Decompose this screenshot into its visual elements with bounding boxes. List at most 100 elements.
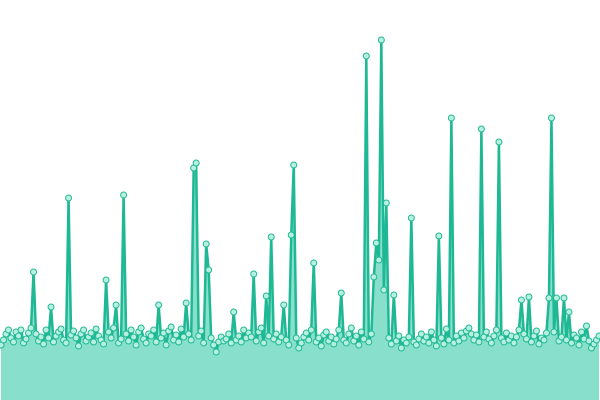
- point: [345, 330, 353, 338]
- point: [535, 340, 543, 348]
- point: [202, 240, 210, 248]
- point: [47, 303, 55, 311]
- point: [377, 36, 385, 44]
- point: [0, 336, 8, 344]
- point: [557, 333, 565, 341]
- point: [182, 299, 190, 307]
- point: [487, 339, 495, 347]
- point: [50, 338, 58, 346]
- point: [42, 326, 50, 334]
- point: [355, 341, 363, 349]
- point: [397, 344, 405, 352]
- point: [382, 199, 390, 207]
- point: [475, 338, 483, 346]
- point: [385, 334, 393, 342]
- line: [0, 38, 600, 354]
- point: [542, 329, 550, 337]
- point: [302, 329, 310, 337]
- point: [442, 325, 450, 333]
- point: [490, 332, 498, 340]
- point: [260, 339, 268, 347]
- point: [550, 328, 558, 336]
- point: [562, 336, 570, 344]
- point: [425, 339, 433, 347]
- point: [517, 296, 525, 304]
- point: [150, 326, 158, 334]
- point: [337, 289, 345, 297]
- point: [262, 292, 270, 300]
- point: [207, 334, 215, 342]
- point: [372, 239, 380, 247]
- point: [515, 326, 523, 334]
- point: [402, 339, 410, 347]
- point: [472, 331, 480, 339]
- point: [577, 328, 585, 336]
- point: [200, 339, 208, 347]
- point: [527, 338, 535, 346]
- point: [357, 328, 365, 336]
- point: [230, 308, 238, 316]
- point: [117, 335, 125, 343]
- point: [532, 327, 540, 335]
- point: [155, 301, 163, 309]
- point: [180, 333, 188, 341]
- point: [162, 341, 170, 349]
- point: [272, 330, 280, 338]
- point: [45, 334, 53, 342]
- point: [395, 332, 403, 340]
- point: [585, 337, 593, 345]
- point: [105, 328, 113, 336]
- point: [390, 291, 398, 299]
- point: [412, 341, 420, 349]
- point: [280, 301, 288, 309]
- point: [210, 341, 218, 349]
- point: [235, 332, 243, 340]
- point: [495, 138, 503, 146]
- point: [172, 331, 180, 339]
- point: [125, 337, 133, 345]
- point: [447, 114, 455, 122]
- point: [405, 333, 413, 341]
- point: [132, 341, 140, 349]
- point: [90, 338, 98, 346]
- point: [257, 324, 265, 332]
- point: [102, 276, 110, 284]
- point: [240, 326, 248, 334]
- point: [290, 161, 298, 169]
- point: [432, 342, 440, 350]
- point: [310, 259, 318, 267]
- point: [342, 339, 350, 347]
- point: [152, 338, 160, 346]
- point: [22, 335, 30, 343]
- point: [147, 332, 155, 340]
- point: [250, 270, 258, 278]
- point: [197, 327, 205, 335]
- point: [37, 333, 45, 341]
- point: [225, 330, 233, 338]
- point: [370, 273, 378, 281]
- point: [17, 326, 25, 334]
- point: [187, 336, 195, 344]
- point: [177, 325, 185, 333]
- point: [545, 294, 553, 302]
- point: [292, 334, 300, 342]
- point: [460, 334, 468, 342]
- point: [317, 342, 325, 350]
- point: [205, 266, 213, 274]
- point: [575, 341, 583, 349]
- point: [287, 231, 295, 239]
- point: [122, 330, 130, 338]
- point: [322, 328, 330, 336]
- point: [92, 325, 100, 333]
- point: [407, 214, 415, 222]
- point: [417, 330, 425, 338]
- point: [347, 324, 355, 332]
- point: [352, 332, 360, 340]
- point: [100, 340, 108, 348]
- point: [5, 326, 13, 334]
- point: [130, 333, 138, 341]
- point: [375, 256, 383, 264]
- point: [137, 324, 145, 332]
- point: [212, 348, 220, 356]
